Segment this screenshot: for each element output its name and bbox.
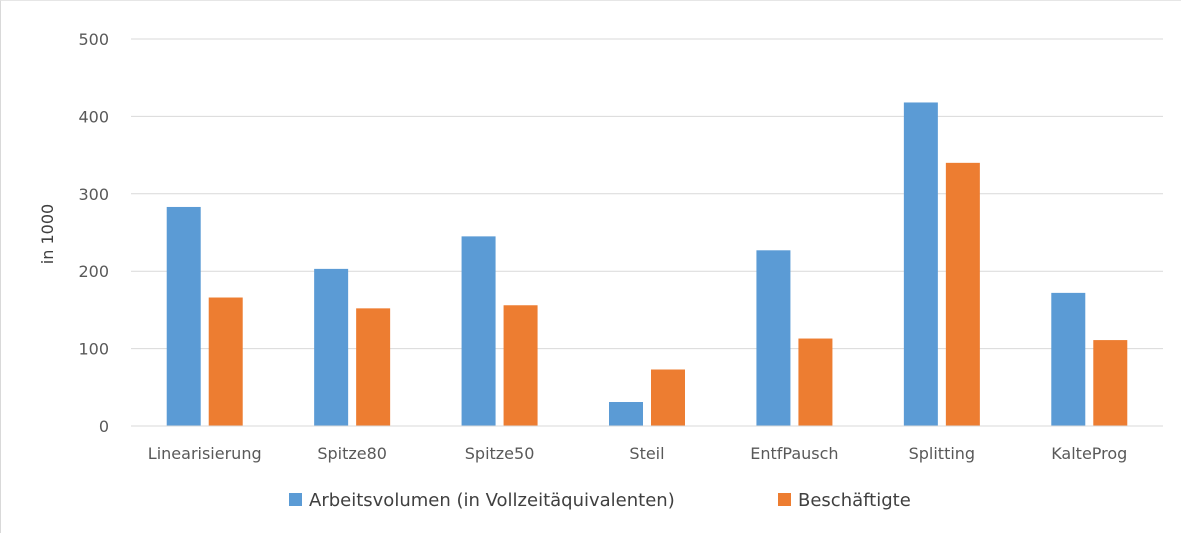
legend-label-beschaeftigte: Beschäftigte [798, 490, 911, 511]
legend-label-arbeitsvolumen: Arbeitsvolumen (in Vollzeitäquivalenten) [309, 490, 675, 511]
y-tick-label: 100 [78, 340, 109, 359]
x-tick-label: EntfPausch [750, 444, 838, 463]
bar-beschaeftigte-linearisierung [208, 297, 243, 426]
bar-arbeitsvolumen-spitze80 [314, 268, 349, 426]
bars [166, 102, 1128, 426]
y-tick-label: 400 [78, 107, 109, 126]
bar-beschaeftigte-spitze80 [356, 308, 391, 426]
bar-beschaeftigte-kalteprog [1093, 340, 1128, 426]
bar-arbeitsvolumen-steil [609, 402, 643, 426]
legend-swatch-beschaeftigte [778, 493, 791, 506]
y-axis-label: in 1000 [38, 204, 57, 264]
x-tick-label: Spitze50 [465, 444, 535, 463]
y-axis-ticks: 0 100 200 300 400 500 [78, 30, 109, 436]
y-tick-label: 500 [78, 30, 109, 49]
y-tick-label: 300 [78, 185, 109, 204]
bar-beschaeftigte-spitze50 [503, 305, 538, 426]
bar-beschaeftigte-splitting [945, 162, 980, 426]
bar-arbeitsvolumen-spitze50 [461, 236, 496, 426]
x-tick-label: Steil [629, 444, 664, 463]
x-axis-ticks: Linearisierung Spitze80 Spitze50 Steil EntfP… [148, 444, 1128, 463]
x-tick-label: KalteProg [1051, 444, 1127, 463]
gridlines [131, 38, 1163, 350]
y-tick-label: 200 [78, 262, 109, 281]
legend: Arbeitsvolumen (in Vollzeitäquivalenten)… [289, 490, 911, 511]
bar-arbeitsvolumen-kalteprog [1051, 292, 1086, 426]
bar-arbeitsvolumen-linearisierung [166, 206, 201, 426]
bar-beschaeftigte-steil [651, 369, 685, 426]
bar-arbeitsvolumen-entfpausch [756, 250, 791, 426]
x-tick-label: Spitze80 [317, 444, 387, 463]
x-tick-label: Linearisierung [148, 444, 262, 463]
y-tick-label: 0 [99, 417, 109, 436]
legend-swatch-arbeitsvolumen [289, 493, 302, 506]
bar-beschaeftigte-entfpausch [798, 338, 833, 426]
bar-arbeitsvolumen-splitting [903, 102, 938, 426]
x-tick-label: Splitting [909, 444, 976, 463]
